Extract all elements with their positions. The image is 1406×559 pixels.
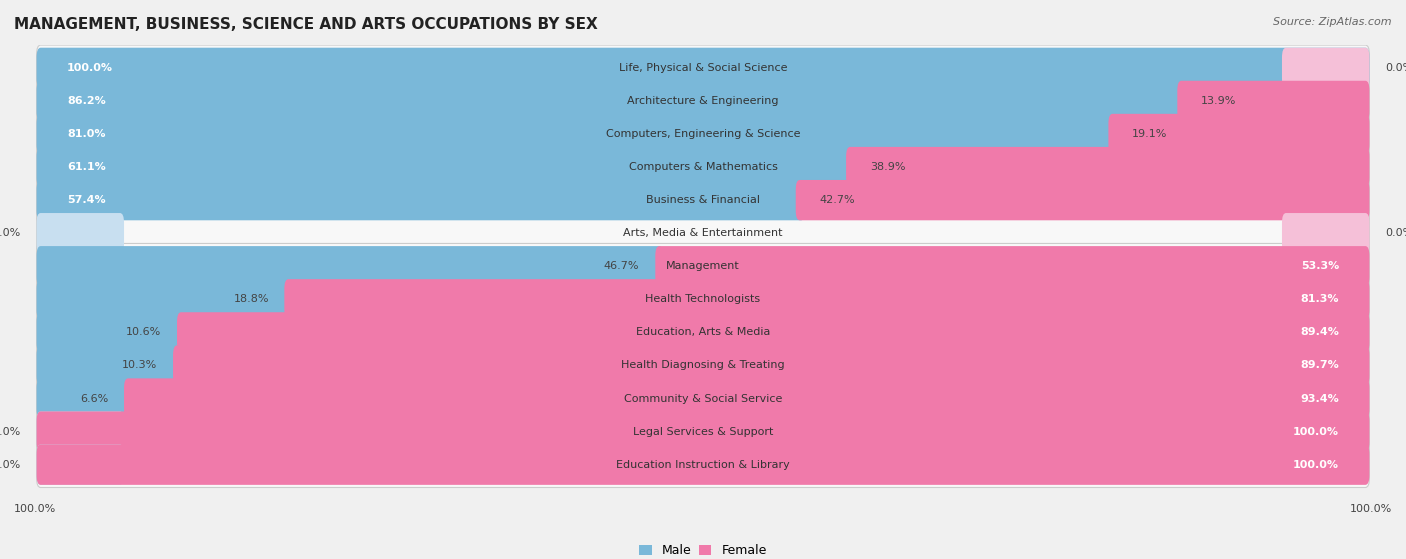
Text: Community & Social Service: Community & Social Service [624,394,782,404]
Text: 53.3%: 53.3% [1301,261,1339,271]
FancyBboxPatch shape [37,312,186,353]
Legend: Male, Female: Male, Female [637,542,769,559]
FancyBboxPatch shape [37,378,132,419]
FancyBboxPatch shape [37,48,1369,88]
FancyBboxPatch shape [37,147,853,187]
Text: 6.6%: 6.6% [80,394,108,404]
Text: 100.0%: 100.0% [1350,504,1392,514]
Text: 0.0%: 0.0% [1385,63,1406,73]
FancyBboxPatch shape [124,378,1369,419]
FancyBboxPatch shape [655,246,1369,286]
FancyBboxPatch shape [37,45,1369,91]
FancyBboxPatch shape [37,244,1369,289]
FancyBboxPatch shape [1108,114,1369,154]
FancyBboxPatch shape [37,310,1369,355]
Text: 100.0%: 100.0% [14,504,56,514]
Text: 18.8%: 18.8% [235,295,270,304]
FancyBboxPatch shape [37,444,124,485]
Text: 89.7%: 89.7% [1301,361,1339,371]
FancyBboxPatch shape [37,210,1369,256]
FancyBboxPatch shape [37,376,1369,421]
FancyBboxPatch shape [37,114,1118,154]
FancyBboxPatch shape [1282,213,1369,253]
FancyBboxPatch shape [284,279,1369,320]
Text: Computers, Engineering & Science: Computers, Engineering & Science [606,129,800,139]
Text: 100.0%: 100.0% [1294,427,1339,437]
FancyBboxPatch shape [37,277,1369,322]
Text: 10.6%: 10.6% [127,328,162,338]
Text: 93.4%: 93.4% [1301,394,1339,404]
Text: Health Diagnosing & Treating: Health Diagnosing & Treating [621,361,785,371]
Text: Management: Management [666,261,740,271]
FancyBboxPatch shape [37,345,181,386]
Text: 0.0%: 0.0% [0,459,21,470]
FancyBboxPatch shape [37,144,1369,190]
Text: 57.4%: 57.4% [67,195,105,205]
FancyBboxPatch shape [37,80,1187,121]
FancyBboxPatch shape [37,78,1369,124]
Text: Source: ZipAtlas.com: Source: ZipAtlas.com [1274,17,1392,27]
Text: 0.0%: 0.0% [1385,228,1406,238]
Text: 19.1%: 19.1% [1132,129,1167,139]
Text: 42.7%: 42.7% [820,195,855,205]
Text: Business & Financial: Business & Financial [645,195,761,205]
Text: 13.9%: 13.9% [1201,96,1236,106]
Text: Health Technologists: Health Technologists [645,295,761,304]
FancyBboxPatch shape [37,409,1369,454]
Text: 10.3%: 10.3% [122,361,157,371]
FancyBboxPatch shape [1177,80,1369,121]
Text: Education Instruction & Library: Education Instruction & Library [616,459,790,470]
Text: 100.0%: 100.0% [1294,459,1339,470]
FancyBboxPatch shape [37,213,124,253]
Text: MANAGEMENT, BUSINESS, SCIENCE AND ARTS OCCUPATIONS BY SEX: MANAGEMENT, BUSINESS, SCIENCE AND ARTS O… [14,17,598,32]
FancyBboxPatch shape [37,444,1369,485]
Text: 0.0%: 0.0% [0,228,21,238]
FancyBboxPatch shape [37,177,1369,223]
Text: 100.0%: 100.0% [67,63,112,73]
FancyBboxPatch shape [37,411,124,452]
Text: Legal Services & Support: Legal Services & Support [633,427,773,437]
Text: 81.0%: 81.0% [67,129,105,139]
FancyBboxPatch shape [37,111,1369,157]
Text: Computers & Mathematics: Computers & Mathematics [628,162,778,172]
FancyBboxPatch shape [37,411,1369,452]
Text: 46.7%: 46.7% [605,261,640,271]
FancyBboxPatch shape [37,343,1369,389]
FancyBboxPatch shape [177,312,1369,353]
Text: 86.2%: 86.2% [67,96,105,106]
Text: 0.0%: 0.0% [0,427,21,437]
FancyBboxPatch shape [1282,48,1369,88]
Text: 61.1%: 61.1% [67,162,105,172]
FancyBboxPatch shape [37,442,1369,487]
FancyBboxPatch shape [173,345,1369,386]
FancyBboxPatch shape [846,147,1369,187]
FancyBboxPatch shape [37,246,664,286]
Text: Education, Arts & Media: Education, Arts & Media [636,328,770,338]
Text: 89.4%: 89.4% [1301,328,1339,338]
FancyBboxPatch shape [796,180,1369,220]
Text: Architecture & Engineering: Architecture & Engineering [627,96,779,106]
Text: 81.3%: 81.3% [1301,295,1339,304]
Text: Arts, Media & Entertainment: Arts, Media & Entertainment [623,228,783,238]
FancyBboxPatch shape [37,180,806,220]
FancyBboxPatch shape [37,279,294,320]
Text: 38.9%: 38.9% [870,162,905,172]
Text: Life, Physical & Social Science: Life, Physical & Social Science [619,63,787,73]
